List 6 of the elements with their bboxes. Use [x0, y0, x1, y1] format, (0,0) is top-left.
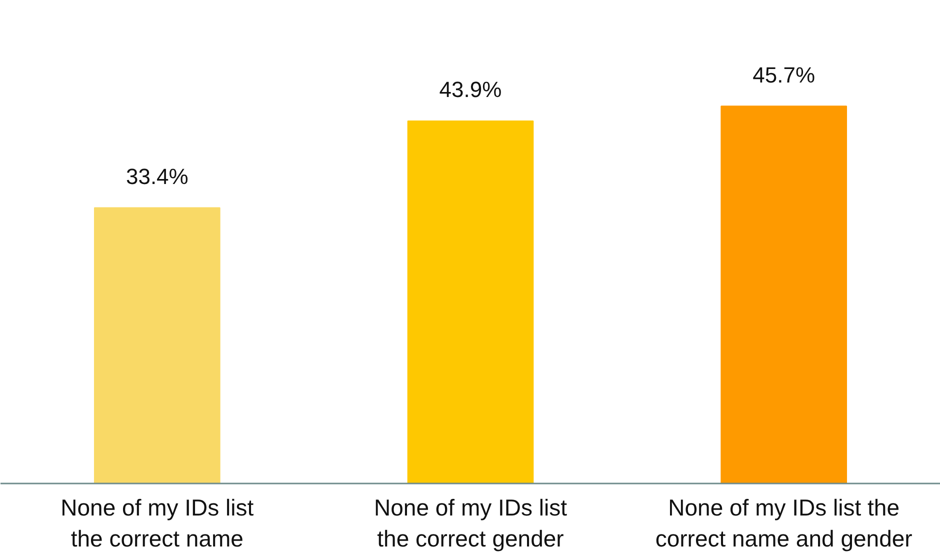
data-label: 45.7%	[752, 62, 816, 88]
data-label: 43.9%	[439, 77, 502, 102]
x-tick-label: None of my IDs list the correct gender	[374, 494, 568, 552]
x-tick-label: None of my IDs list the correct name	[60, 494, 254, 552]
x-tick-label: None of my IDs list the correct name and gender	[655, 494, 913, 552]
data-label: 33.4%	[126, 164, 188, 189]
